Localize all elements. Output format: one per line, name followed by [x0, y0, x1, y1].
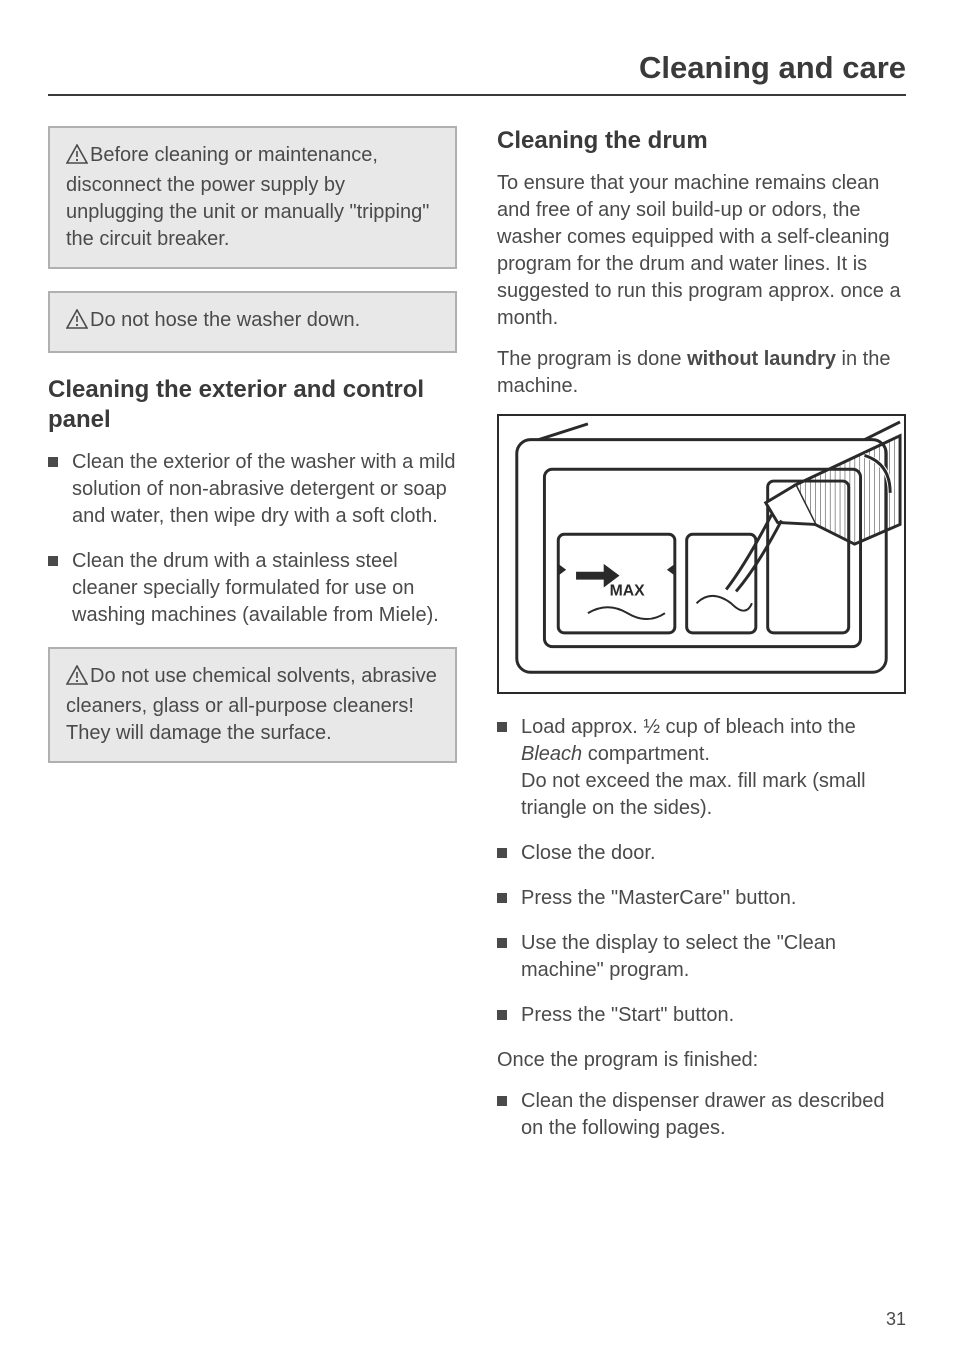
list-item: Press the "Start" button.	[497, 1002, 906, 1029]
list-item: Press the "MasterCare" button.	[497, 885, 906, 912]
warning-icon	[66, 309, 88, 337]
para2-bold: without laundry	[687, 348, 836, 370]
drum-after-steps: Clean the dispenser drawer as described …	[497, 1088, 906, 1142]
max-label: MAX	[610, 582, 646, 599]
section-heading-exterior: Cleaning the exterior and control panel	[48, 375, 457, 435]
right-column: Cleaning the drum To ensure that your ma…	[497, 126, 906, 1160]
title-rule	[48, 94, 906, 96]
section-heading-drum: Cleaning the drum	[497, 126, 906, 156]
warning-text: Before cleaning or maintenance, disconne…	[66, 144, 429, 250]
warning-icon	[66, 144, 88, 172]
drum-para3: Once the program is finished:	[497, 1047, 906, 1074]
warning-text: Do not hose the washer down.	[90, 309, 360, 331]
list-item: Clean the drum with a stainless steel cl…	[48, 548, 457, 629]
li-italic: Bleach	[521, 743, 582, 765]
warning-box-solvents: Do not use chemical solvents, abrasive c…	[48, 647, 457, 763]
warning-box-disconnect: Before cleaning or maintenance, disconne…	[48, 126, 457, 269]
exterior-bullets: Clean the exterior of the washer with a …	[48, 449, 457, 629]
li-pre: Load approx. ½ cup of bleach into the	[521, 716, 856, 738]
list-item: Load approx. ½ cup of bleach into the Bl…	[497, 714, 906, 822]
drum-steps: Load approx. ½ cup of bleach into the Bl…	[497, 714, 906, 1029]
page-title: Cleaning and care	[48, 50, 906, 86]
left-column: Before cleaning or maintenance, disconne…	[48, 126, 457, 1160]
drum-para2: The program is done without laundry in t…	[497, 346, 906, 400]
list-item: Clean the exterior of the washer with a …	[48, 449, 457, 530]
para2-pre: The program is done	[497, 348, 687, 370]
dispenser-diagram: MAX	[497, 414, 906, 694]
drum-para1: To ensure that your machine remains clea…	[497, 170, 906, 332]
list-item: Close the door.	[497, 840, 906, 867]
page-number: 31	[886, 1309, 906, 1330]
warning-icon	[66, 665, 88, 693]
list-item: Use the display to select the "Clean mac…	[497, 930, 906, 984]
list-item: Clean the dispenser drawer as described …	[497, 1088, 906, 1142]
warning-text-line2: They will damage the surface.	[66, 722, 332, 744]
warning-text-line1: Do not use chemical solvents, abrasive c…	[66, 665, 437, 717]
warning-box-hose: Do not hose the washer down.	[48, 291, 457, 353]
content-columns: Before cleaning or maintenance, disconne…	[48, 126, 906, 1160]
